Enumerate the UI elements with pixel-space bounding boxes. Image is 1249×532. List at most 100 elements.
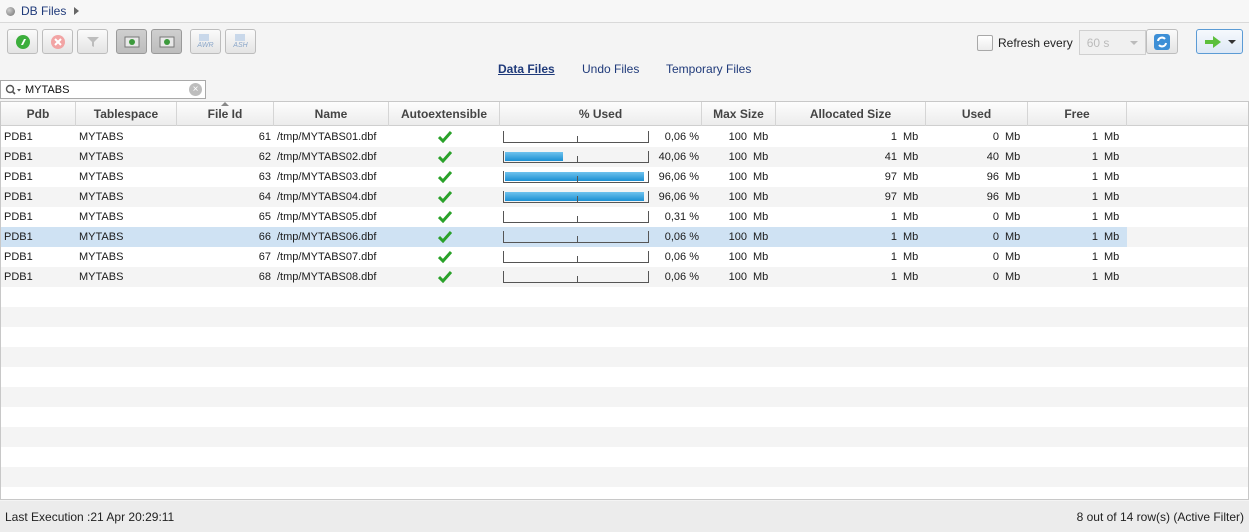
cell-used: 0 Mb xyxy=(926,127,1028,147)
usage-percent: 40,06 % xyxy=(658,151,699,163)
cell-pct-used: 0,06 % xyxy=(500,247,702,267)
usage-bar-tick xyxy=(577,196,578,202)
export-arrow-icon xyxy=(1204,35,1221,48)
cell-pct-used: 0,06 % xyxy=(500,267,702,287)
cell-used: 0 Mb xyxy=(926,267,1028,287)
cell-name: /tmp/MYTABS02.dbf xyxy=(277,151,377,163)
size-unit: Mb xyxy=(903,251,919,263)
cell-autoextensible xyxy=(389,247,500,267)
cell-name: /tmp/MYTABS04.dbf xyxy=(277,191,377,203)
chevron-down-icon xyxy=(1129,40,1138,45)
cell-max-size: 100 Mb xyxy=(702,187,776,207)
column-header-label: Max Size xyxy=(713,107,764,121)
size-value: 1 xyxy=(890,211,897,223)
size-value: 100 xyxy=(728,191,747,203)
ash-report-button[interactable]: ASH xyxy=(225,29,256,54)
col-pdb-header[interactable]: Pdb xyxy=(1,102,76,126)
col-tablespace-header[interactable]: Tablespace xyxy=(76,102,177,126)
cell-file-id: 68 xyxy=(258,271,271,283)
col-name-header[interactable]: Name xyxy=(274,102,389,126)
size-unit: Mb xyxy=(753,271,769,283)
table-row[interactable]: PDB1 MYTABS 63/tmp/MYTABS03.dbf 96,06 % 100 M… xyxy=(1,167,1248,187)
cell-tablespace: MYTABS xyxy=(79,251,124,263)
tab-temporary-files[interactable]: Temporary Files xyxy=(666,62,752,76)
usage-bar xyxy=(503,211,650,223)
remove-button[interactable] xyxy=(42,29,73,54)
cell-pdb: PDB1 xyxy=(4,131,33,143)
cell-autoextensible xyxy=(389,267,500,287)
breadcrumb-arrow-icon[interactable] xyxy=(74,7,80,15)
cell-pdb: PDB1 xyxy=(4,191,33,203)
breadcrumb-db-files[interactable]: DB Files xyxy=(21,4,67,18)
status-bar: Last Execution :21 Apr 20:29:11 8 out of… xyxy=(0,501,1249,532)
remove-icon xyxy=(50,34,65,49)
tab-data-files[interactable]: Data Files xyxy=(498,62,555,76)
export-menu-button[interactable] xyxy=(1196,29,1243,54)
refresh-label: Refresh every xyxy=(998,35,1073,50)
table-row[interactable]: PDB1 MYTABS 68/tmp/MYTABS08.dbf 0,06 % 100 Mb… xyxy=(1,267,1248,287)
awr-report-button[interactable]: AWR xyxy=(190,29,221,54)
last-execution: Last Execution :21 Apr 20:29:11 xyxy=(5,509,175,524)
breadcrumb: DB Files xyxy=(0,0,1249,23)
cell-pct-used: 96,06 % xyxy=(500,167,702,187)
auto-refresh: Refresh every 60 s xyxy=(977,30,1146,55)
cell-name: /tmp/MYTABS07.dbf xyxy=(277,251,377,263)
tab-undo-files[interactable]: Undo Files xyxy=(582,62,640,76)
col-allocated-size-header[interactable]: Allocated Size xyxy=(776,102,926,126)
col-file-id-header[interactable]: File Id xyxy=(177,102,274,126)
empty-row xyxy=(1,347,1248,367)
cell-autoextensible xyxy=(389,167,500,187)
checkmark-icon xyxy=(437,271,452,284)
refresh-checkbox[interactable] xyxy=(977,34,993,51)
empty-row xyxy=(1,327,1248,347)
cell-tablespace: MYTABS xyxy=(79,191,124,203)
size-value: 1 xyxy=(1091,131,1098,143)
refresh-button[interactable] xyxy=(1146,29,1178,54)
search-icon[interactable] xyxy=(1,84,25,96)
cell-free: 1 Mb xyxy=(1028,267,1127,287)
empty-row xyxy=(1,387,1248,407)
cell-max-size: 100 Mb xyxy=(702,267,776,287)
table-row[interactable]: PDB1 MYTABS 66/tmp/MYTABS06.dbf 0,06 % 100 Mb… xyxy=(1,227,1248,247)
table-row[interactable]: PDB1 MYTABS 62/tmp/MYTABS02.dbf 40,06 % 100 M… xyxy=(1,147,1248,167)
size-unit: Mb xyxy=(1005,171,1021,183)
size-unit: Mb xyxy=(1005,151,1021,163)
cell-pct-used: 40,06 % xyxy=(500,147,702,167)
clear-search-icon[interactable]: × xyxy=(189,83,202,96)
checkmark-icon xyxy=(437,191,452,204)
awr-report-icon: AWR xyxy=(197,34,214,49)
col-pct-used-header[interactable]: % Used xyxy=(500,102,702,126)
cell-name: /tmp/MYTABS03.dbf xyxy=(277,171,377,183)
col-used-header[interactable]: Used xyxy=(926,102,1028,126)
table-row[interactable]: PDB1 MYTABS 61/tmp/MYTABS01.dbf 0,06 % 100 Mb… xyxy=(1,127,1248,147)
column-header-label: Free xyxy=(1064,107,1090,121)
table-row[interactable]: PDB1 MYTABS 67/tmp/MYTABS07.dbf 0,06 % 100 Mb… xyxy=(1,247,1248,267)
search-input[interactable] xyxy=(25,83,185,96)
column-header-label: Pdb xyxy=(26,107,50,121)
grid-view-button[interactable] xyxy=(116,29,147,54)
table-row[interactable]: PDB1 MYTABS 65/tmp/MYTABS05.dbf 0,31 % 100 Mb… xyxy=(1,207,1248,227)
table-row[interactable]: PDB1 MYTABS 64/tmp/MYTABS04.dbf 96,06 % 100 M… xyxy=(1,187,1248,207)
datafiles-grid: Pdb Tablespace File Id Name Autoextensible % … xyxy=(0,101,1249,500)
col-max-size-header[interactable]: Max Size xyxy=(702,102,776,126)
col-autoextensible-header[interactable]: Autoextensible xyxy=(389,102,500,126)
size-value: 97 xyxy=(884,191,897,203)
grid-view-icon xyxy=(124,36,139,47)
add-datafile-button[interactable] xyxy=(7,29,38,54)
cell-used: 0 Mb xyxy=(926,207,1028,227)
usage-bar xyxy=(503,171,650,183)
refresh-interval-select[interactable]: 60 s xyxy=(1078,30,1146,55)
col-free-header[interactable]: Free xyxy=(1028,102,1127,126)
chart-view-button[interactable] xyxy=(151,29,182,54)
filter-button[interactable] xyxy=(77,29,108,54)
cell-file-id: 63 xyxy=(258,171,271,183)
usage-bar xyxy=(503,231,650,243)
size-value: 41 xyxy=(884,151,897,163)
cell-name: /tmp/MYTABS05.dbf xyxy=(277,211,377,223)
empty-row xyxy=(1,287,1248,307)
cell-allocated-size: 1 Mb xyxy=(776,267,926,287)
cell-tablespace: MYTABS xyxy=(76,227,177,247)
size-value: 1 xyxy=(1091,191,1098,203)
cell-allocated-size: 1 Mb xyxy=(776,247,926,267)
size-unit: Mb xyxy=(1005,251,1021,263)
